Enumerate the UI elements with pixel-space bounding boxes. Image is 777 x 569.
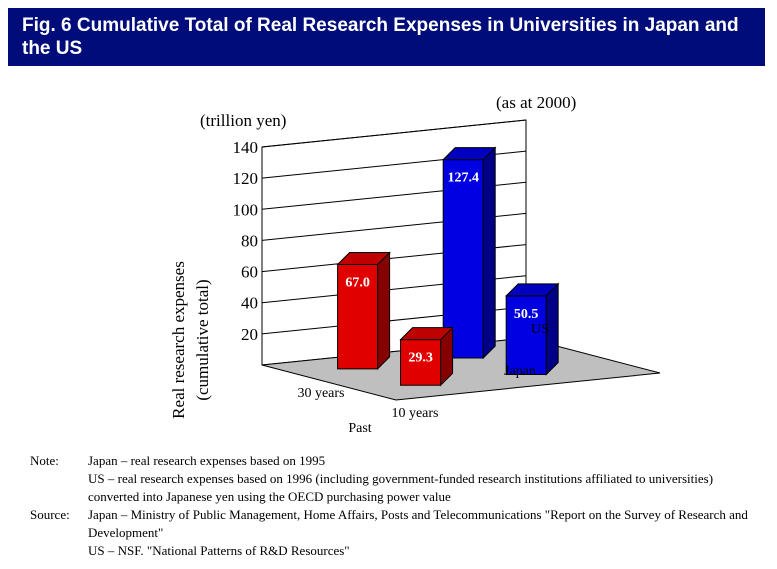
- y-tick-label: 60: [241, 263, 258, 282]
- bar-top: [399, 327, 454, 341]
- source-row: Source: Japan – Ministry of Public Manag…: [30, 506, 750, 560]
- source-body: Japan – Ministry of Public Management, H…: [88, 506, 750, 560]
- y-tick-label: 20: [241, 325, 258, 344]
- y-tick-label: 40: [241, 294, 258, 313]
- bar-top: [504, 283, 560, 297]
- y-tick-label: 80: [241, 231, 258, 250]
- bar-top: [336, 252, 391, 266]
- y-tick-label: 100: [233, 200, 259, 219]
- series-label-us: US: [531, 322, 549, 337]
- bar-top: [441, 147, 497, 161]
- chart-texts: 20 40 60 80 100 120 140 127.4 50.5 67.0 29.3 30 yea…: [169, 93, 576, 436]
- x-axis-label: Past: [348, 421, 371, 436]
- y-tick-label: 140: [233, 138, 259, 157]
- gridline: [261, 119, 527, 148]
- y-tick-label: 120: [233, 169, 259, 188]
- y-axis-label-line1: Real research expenses: [169, 261, 188, 419]
- figure-title: Fig. 6 Cumulative Total of Real Research…: [8, 8, 765, 66]
- bar-side: [377, 251, 391, 371]
- x-category-label: 30 years: [297, 386, 344, 401]
- note-row: Note: Japan – real research expenses bas…: [30, 452, 750, 506]
- bar-chart-3d: 20 40 60 80 100 120 140 127.4 50.5 67.0 29.3 30 yea…: [169, 93, 661, 436]
- source-line-japan: Japan – Ministry of Public Management, H…: [88, 507, 748, 540]
- data-label: 29.3: [408, 351, 433, 366]
- data-label: 67.0: [345, 276, 370, 291]
- source-label: Source:: [30, 507, 70, 522]
- note-line-us: US – real research expenses based on 199…: [88, 471, 714, 504]
- note-line-japan: Japan – real research expenses based on …: [88, 453, 326, 468]
- source-line-us: US – NSF. "National Patterns of R&D Reso…: [88, 543, 350, 558]
- chart-bars: [336, 146, 560, 387]
- notes-section: Note: Japan – real research expenses bas…: [30, 452, 750, 560]
- series-label-japan: Japan: [504, 364, 536, 379]
- x-category-label: 10 years: [391, 406, 438, 421]
- note-body: Japan – real research expenses based on …: [88, 452, 750, 506]
- y-axis-label-line2: (cumulative total): [193, 279, 212, 400]
- data-label: 127.4: [447, 171, 479, 186]
- unit-label: (trillion yen): [200, 111, 286, 130]
- as-at-label: (as at 2000): [496, 93, 576, 112]
- data-label: 50.5: [514, 307, 539, 322]
- bar-side: [482, 146, 496, 360]
- note-label: Note:: [30, 453, 59, 468]
